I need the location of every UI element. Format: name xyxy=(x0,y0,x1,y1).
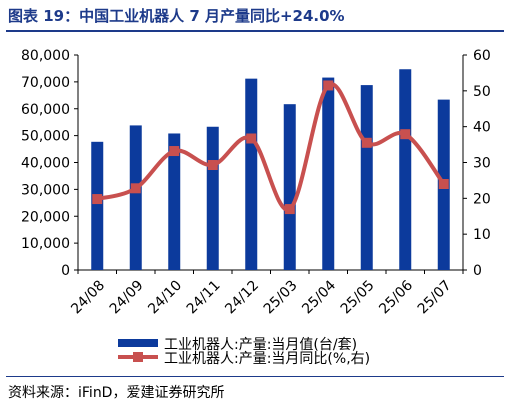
right-axis-tick-label: 10 xyxy=(473,227,491,243)
legend-line-label: 工业机器人:产量:当月同比(%,右) xyxy=(164,351,370,367)
left-axis-tick-label: 0 xyxy=(61,263,70,279)
right-axis-tick-label: 50 xyxy=(473,84,491,100)
left-axis-tick-label: 30,000 xyxy=(21,182,70,198)
bar-25/04 xyxy=(322,77,335,270)
x-axis-tick-label: 24/09 xyxy=(107,278,147,318)
yoy-point-25/06 xyxy=(400,129,411,140)
chart-axes: 0 10,000 20,000 30,000 40,000 50,000 60,000 70,… xyxy=(21,48,491,279)
left-axis-tick-label: 50,000 xyxy=(21,129,70,145)
right-axis-tick-label: 20 xyxy=(473,191,491,207)
right-axis-tick-label: 60 xyxy=(473,48,491,64)
left-axis-tick-label: 80,000 xyxy=(21,48,70,64)
left-axis-tick-label: 10,000 xyxy=(21,236,70,252)
title-divider xyxy=(6,30,504,32)
yoy-point-25/04 xyxy=(323,80,334,91)
left-axis-tick-label: 40,000 xyxy=(21,156,70,172)
right-axis-tick-label: 0 xyxy=(473,263,482,279)
yoy-point-24/10 xyxy=(169,146,180,157)
left-axis-tick-label: 20,000 xyxy=(21,209,70,225)
left-axis-tick-label: 60,000 xyxy=(21,102,70,118)
chart-title: 图表 19：中国工业机器人 7 月产量同比+24.0% xyxy=(8,7,345,25)
x-axis-tick-label: 24/08 xyxy=(68,278,108,318)
legend-bar-swatch xyxy=(118,339,158,347)
bar-series xyxy=(91,69,450,271)
yoy-line xyxy=(96,82,446,212)
x-axis-tick-label: 24/11 xyxy=(184,278,224,318)
right-axis-tick-label: 30 xyxy=(473,156,491,172)
line-series xyxy=(92,80,449,215)
x-axis-tick-label: 24/10 xyxy=(145,278,185,318)
yoy-point-25/05 xyxy=(361,137,372,148)
yoy-point-24/08 xyxy=(92,194,103,205)
right-axis-tick-label: 40 xyxy=(473,120,491,136)
x-axis-tick-label: 25/04 xyxy=(299,277,339,317)
bar-24/09 xyxy=(129,125,142,270)
source-divider xyxy=(6,376,504,377)
x-axis-tick-label: 25/06 xyxy=(376,277,416,317)
yoy-point-25/03 xyxy=(284,204,295,215)
legend-line-marker xyxy=(133,352,143,362)
yoy-point-25/07 xyxy=(438,179,449,189)
bar-24/10 xyxy=(168,133,181,270)
bar-24/08 xyxy=(91,141,104,270)
bar-25/05 xyxy=(360,85,373,270)
left-axis-tick-label: 70,000 xyxy=(21,75,70,91)
x-axis-tick-label: 25/07 xyxy=(415,278,455,318)
bar-24/12 xyxy=(245,78,258,271)
x-axis-labels: 24/0824/0924/1024/1124/1225/0325/0425/05… xyxy=(68,277,454,317)
bar-25/06 xyxy=(399,69,412,271)
yoy-point-24/09 xyxy=(130,183,141,194)
chart-canvas: 0 10,000 20,000 30,000 40,000 50,000 60,000 70,… xyxy=(21,48,491,367)
bar-24/11 xyxy=(206,126,219,270)
legend: 工业机器人:产量:当月值(台/套) 工业机器人:产量:当月同比(%,右) xyxy=(118,337,370,367)
x-axis-tick-label: 25/03 xyxy=(261,278,301,318)
x-axis-tick-label: 25/05 xyxy=(338,278,378,318)
yoy-point-24/12 xyxy=(246,133,257,144)
yoy-point-24/11 xyxy=(207,160,218,171)
legend-bar-label: 工业机器人:产量:当月值(台/套) xyxy=(164,337,357,353)
source-note: 资料来源：iFinD，爱建证券研究所 xyxy=(8,385,225,401)
x-axis-tick-label: 24/12 xyxy=(222,278,262,318)
bar-25/03 xyxy=(283,104,296,271)
